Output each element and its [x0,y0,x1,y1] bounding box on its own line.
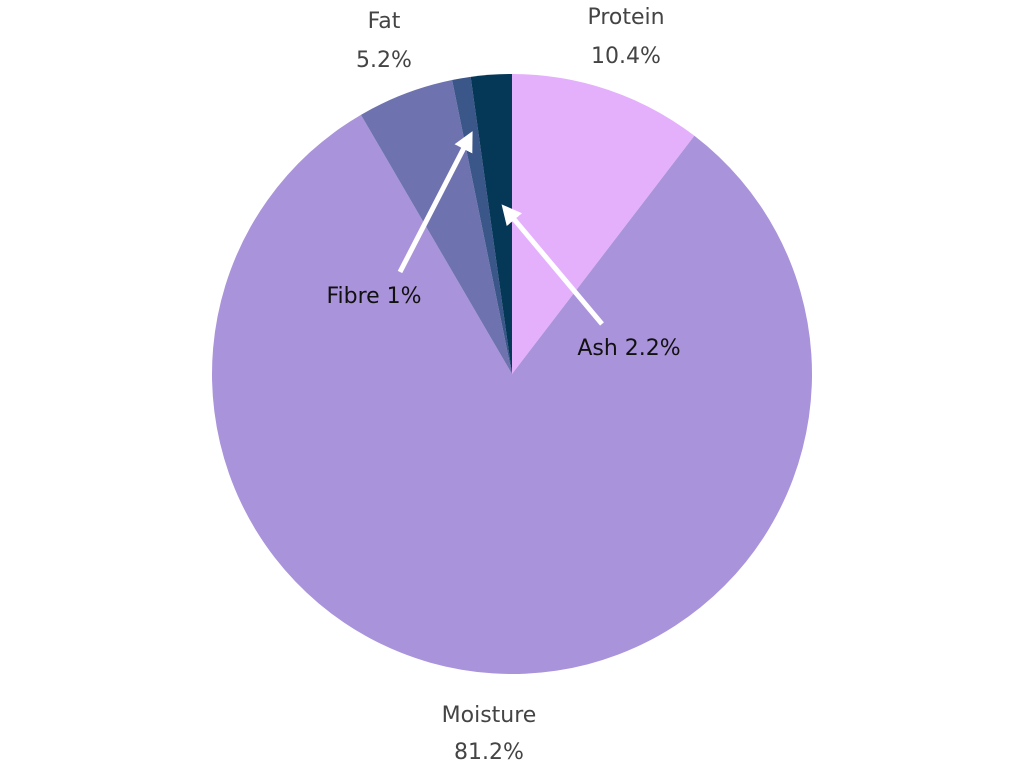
label-fat-name: Fat [368,9,401,34]
label-protein-value: 10.4% [591,44,661,69]
slice-ash [470,74,512,374]
slice-moisture [212,114,813,674]
label-moisture-name: Moisture [442,703,537,728]
slice-fat [360,80,512,374]
annotation-fibre: Fibre 1% [326,284,421,309]
label-moisture-value: 81.2% [454,740,524,765]
ash-arrow [501,204,604,326]
label-fat-value: 5.2% [356,48,412,73]
fibre-arrow [397,131,473,274]
annotation-ash: Ash 2.2% [577,336,680,361]
label-protein-name: Protein [587,5,664,30]
slice-protein [512,74,695,374]
